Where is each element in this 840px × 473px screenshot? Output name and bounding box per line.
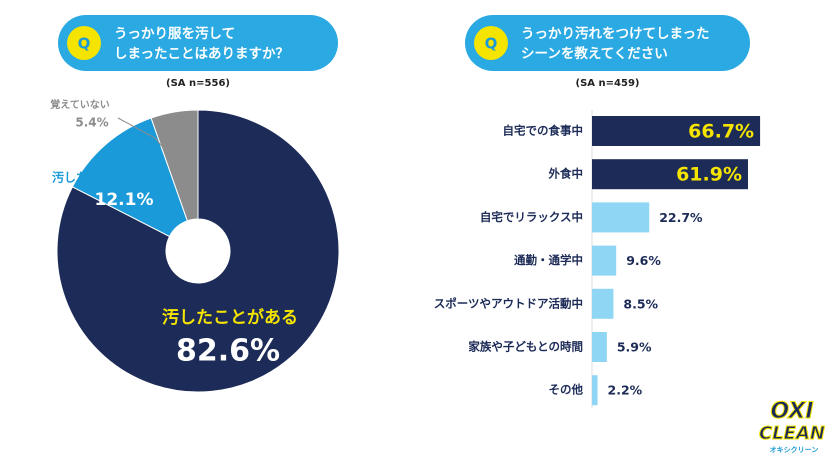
logo-sub: オキシクリーン (770, 445, 819, 454)
bar (592, 375, 598, 406)
q-badge (474, 26, 508, 60)
value-label: 2.2% (608, 383, 643, 398)
slice-label: 汚したことがある (162, 307, 298, 328)
category-label: 通勤・通学中 (514, 253, 583, 267)
value-label: 5.9% (617, 340, 652, 355)
bar (592, 159, 748, 190)
value-label: 22.7% (659, 210, 703, 225)
bar (592, 245, 617, 276)
value-label: 66.7% (688, 121, 754, 143)
question-banner (465, 15, 750, 71)
slice-label: 覚えていない (50, 98, 110, 111)
q-label: Q (78, 35, 91, 53)
slice-label: 汚したことはない (52, 170, 148, 185)
q-label: Q (485, 35, 498, 53)
category-label: 自宅での食事中 (503, 124, 584, 138)
bar (592, 332, 607, 362)
leader-line (117, 117, 173, 159)
category-label: スポーツやアウトドア活動中 (434, 296, 583, 310)
slice-value: 82.6% (176, 334, 280, 369)
question-banner (58, 15, 338, 71)
question-text: しまったことはありますか？ (114, 46, 289, 62)
category-label: 家族や子どもとの時間 (468, 340, 583, 354)
q-badge (67, 26, 101, 60)
pie-slice (71, 117, 188, 238)
bar (592, 202, 650, 233)
question-text: うっかり汚れをつけてしまった (521, 25, 709, 42)
slice-value: 12.1% (95, 190, 154, 210)
value-label: 61.9% (676, 164, 742, 186)
category-label: 自宅でリラックス中 (480, 210, 583, 224)
sample-size: (SA n=556) (166, 78, 230, 89)
pie-slice (56, 109, 340, 393)
question-text: うっかり服を汚して (114, 25, 235, 42)
bar (592, 288, 614, 319)
category-label: その他 (549, 383, 584, 397)
logo-text: CLEAN (759, 423, 825, 444)
slice-value: 5.4% (75, 116, 108, 130)
value-label: 8.5% (623, 296, 658, 311)
question-text: シーンを教えてください (521, 45, 668, 62)
logo: OXI CLEAN オキシクリーン (759, 399, 826, 455)
sample-size: (SA n=459) (576, 78, 640, 89)
value-label: 9.6% (626, 253, 661, 268)
category-label: 外食中 (548, 167, 584, 181)
pie-slice (150, 109, 199, 222)
logo-text: OXI (770, 399, 813, 424)
bar (592, 116, 761, 146)
